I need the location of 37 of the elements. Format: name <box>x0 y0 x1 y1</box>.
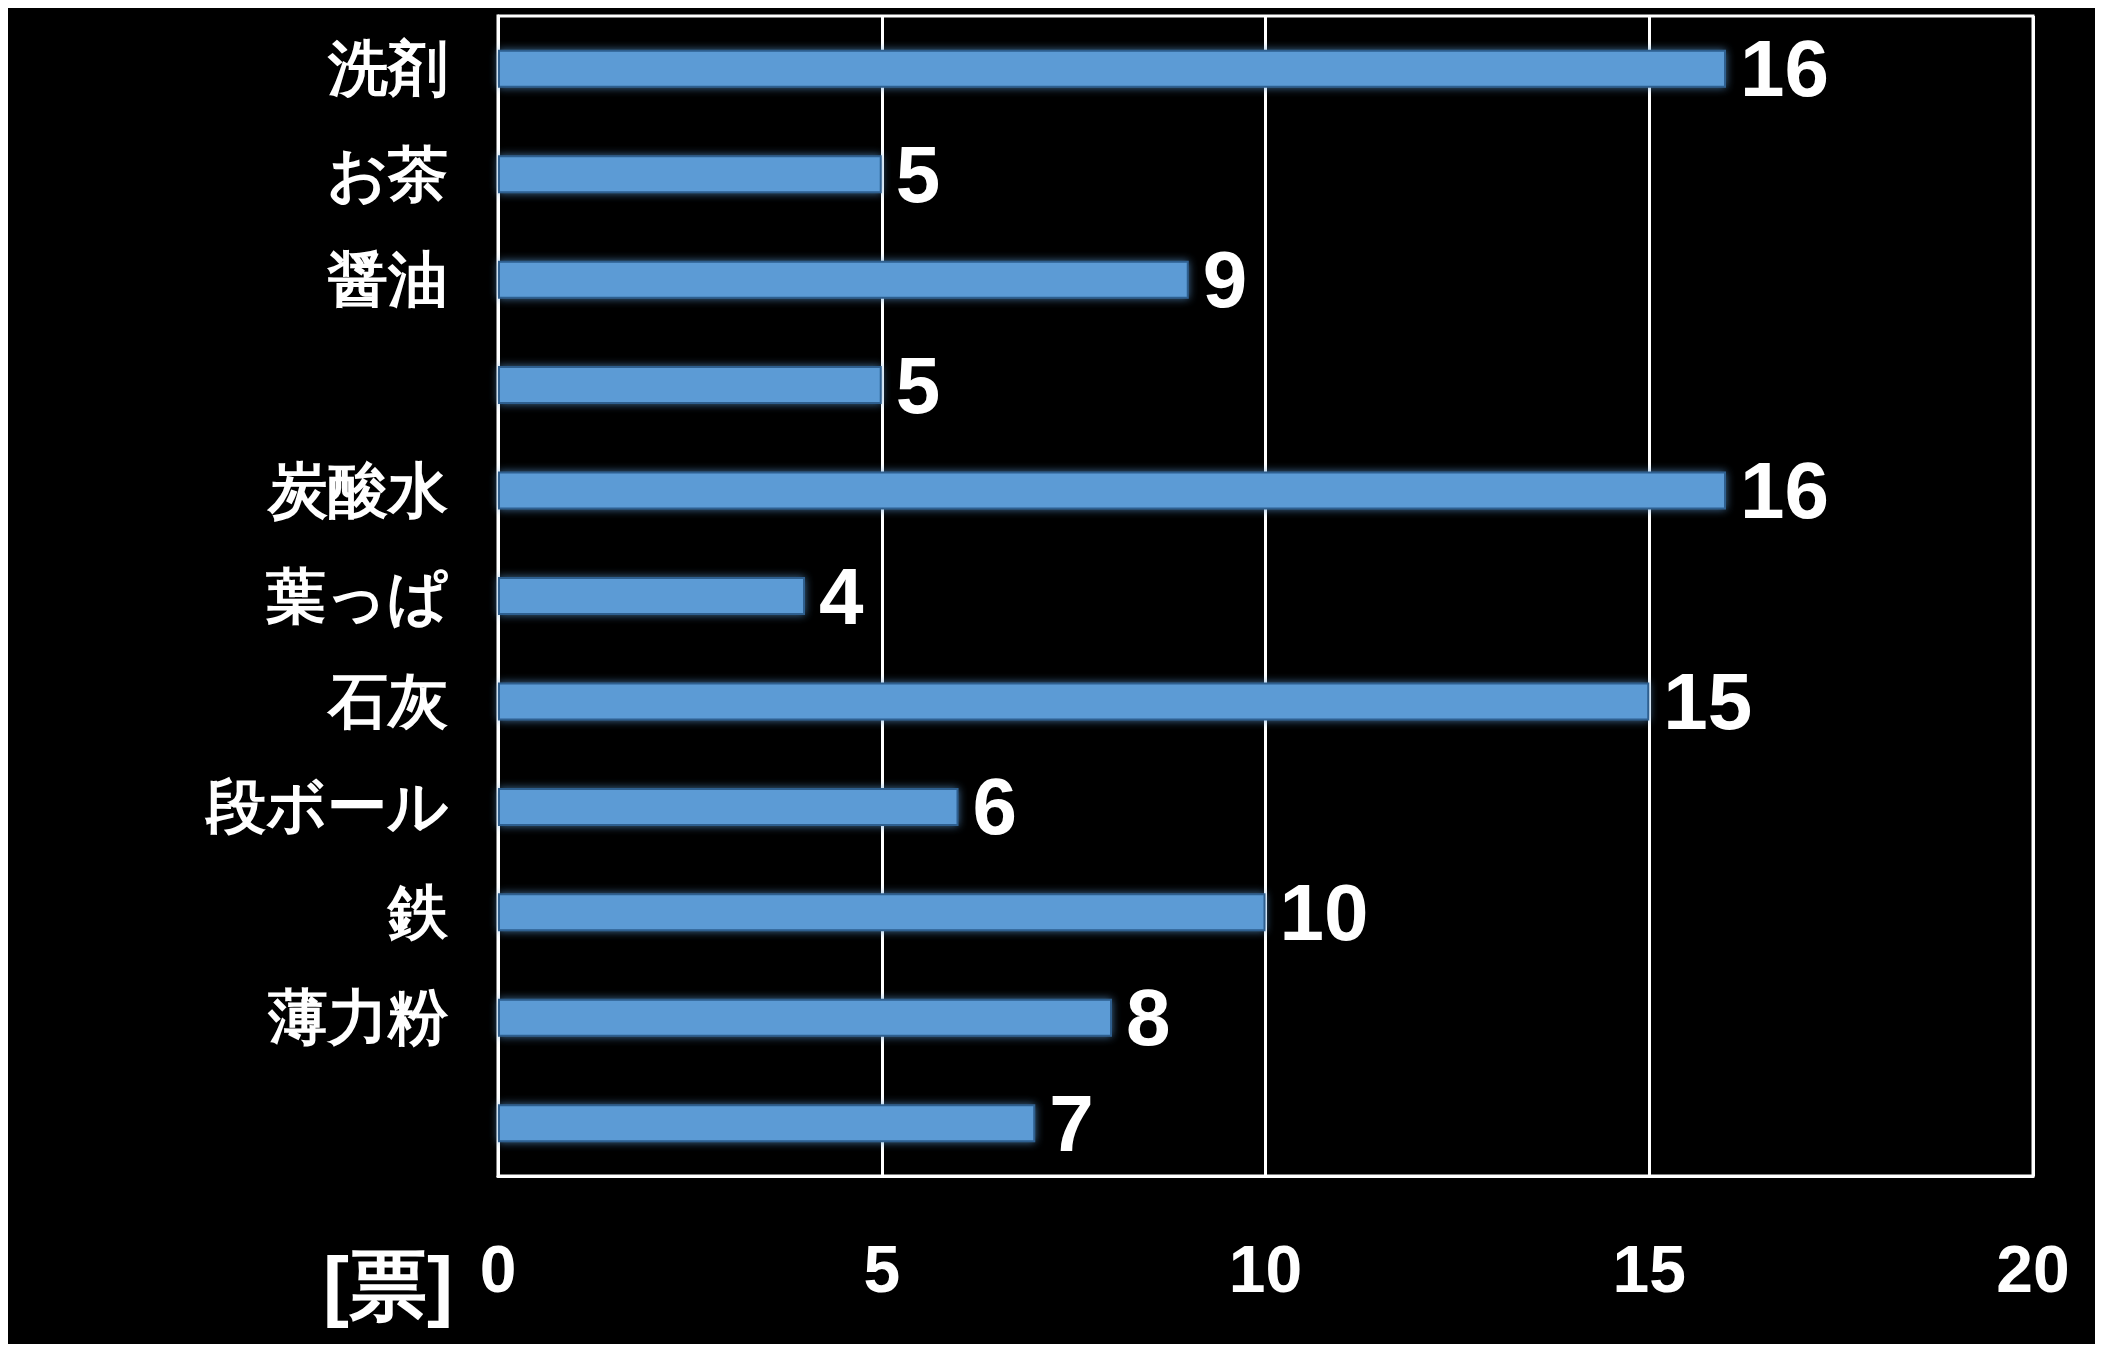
data-label: 8 <box>1126 973 1171 1063</box>
bar <box>498 682 1650 721</box>
y-tick-label: 醤油 <box>326 246 448 314</box>
x-tick-label: 10 <box>1228 1232 1303 1306</box>
x-tick-label: 5 <box>863 1232 901 1306</box>
bar <box>498 260 1189 299</box>
bar <box>498 49 1726 88</box>
y-tick-label: 石灰 <box>326 667 448 735</box>
bar <box>498 366 882 405</box>
y-tick-label: 薄力粉 <box>267 984 449 1052</box>
x-axis-title: [票] <box>323 1241 453 1329</box>
bar <box>498 998 1112 1037</box>
y-tick-label: お茶 <box>327 140 448 208</box>
data-label: 4 <box>819 551 864 641</box>
bar <box>498 1104 1036 1143</box>
data-label: 16 <box>1740 446 1829 536</box>
y-tick-label: 段ボール <box>204 773 449 841</box>
data-label: 7 <box>1049 1078 1094 1168</box>
data-label: 16 <box>1740 24 1829 114</box>
x-tick-label: 0 <box>479 1232 517 1306</box>
data-label: 5 <box>895 129 941 219</box>
data-label: 6 <box>972 762 1017 852</box>
data-label: 9 <box>1202 235 1248 325</box>
x-tick-label: 20 <box>1996 1232 2070 1306</box>
data-label: 10 <box>1279 867 1369 957</box>
bar <box>498 577 805 615</box>
bar <box>498 155 882 194</box>
x-tick-label: 15 <box>1612 1232 1686 1306</box>
y-tick-label: 炭酸水 <box>266 457 448 525</box>
bar <box>498 471 1726 510</box>
y-tick-label: 鉄 <box>386 878 449 946</box>
y-tick-label: 洗剤 <box>327 35 448 103</box>
bar <box>498 787 959 826</box>
y-tick-label: 葉っぱ <box>266 562 448 630</box>
data-label: 5 <box>895 340 941 430</box>
bar <box>498 893 1266 932</box>
data-label: 15 <box>1663 656 1753 746</box>
